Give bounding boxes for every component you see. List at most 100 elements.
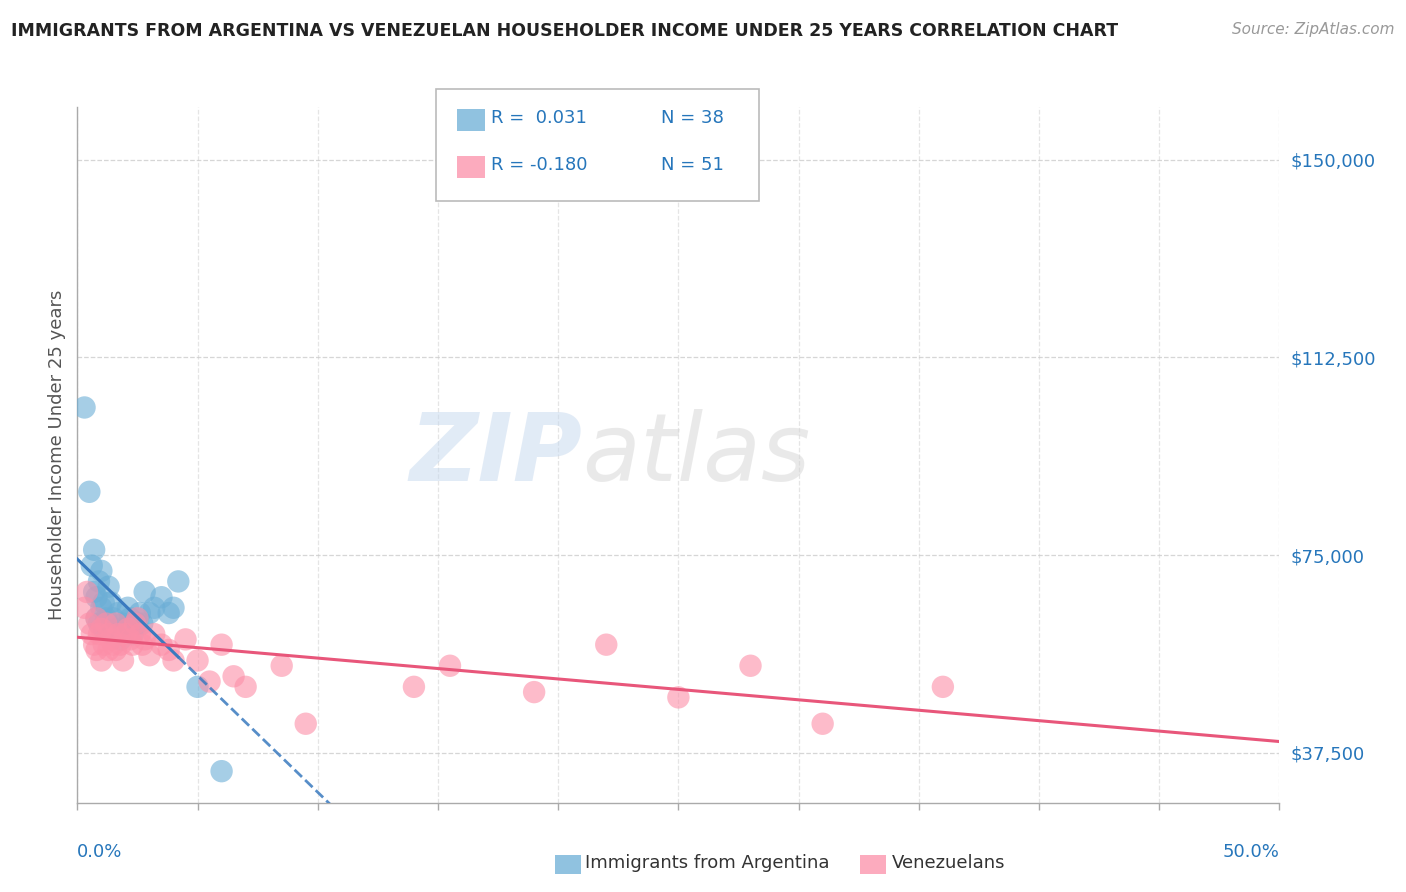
Point	[740, 658, 762, 673]
Point	[103, 638, 125, 652]
Text: Venezuelans: Venezuelans	[891, 855, 1005, 872]
Point	[211, 764, 233, 779]
Point	[110, 632, 132, 647]
Point	[131, 638, 153, 652]
Point	[97, 580, 120, 594]
Point	[111, 616, 134, 631]
Point	[107, 606, 129, 620]
Text: Immigrants from Argentina: Immigrants from Argentina	[585, 855, 830, 872]
Point	[138, 648, 160, 663]
Point	[90, 622, 112, 636]
Point	[73, 401, 96, 415]
Point	[120, 611, 142, 625]
Point	[86, 611, 108, 625]
Point	[100, 595, 122, 609]
Point	[134, 632, 156, 647]
Point	[87, 616, 110, 631]
Point	[79, 616, 101, 631]
Point	[167, 574, 190, 589]
Point	[128, 606, 150, 620]
Point	[104, 643, 127, 657]
Point	[87, 574, 110, 589]
Point	[86, 591, 108, 605]
Point	[198, 674, 221, 689]
Point	[162, 653, 184, 667]
Text: N = 38: N = 38	[661, 109, 724, 127]
Point	[83, 542, 105, 557]
Point	[439, 658, 461, 673]
Point	[87, 627, 110, 641]
Point	[97, 627, 120, 641]
Point	[114, 622, 136, 636]
Point	[96, 611, 118, 625]
Point	[124, 616, 146, 631]
Text: atlas: atlas	[582, 409, 810, 500]
Point	[97, 643, 120, 657]
Text: 0.0%: 0.0%	[77, 843, 122, 861]
Point	[270, 658, 292, 673]
Point	[127, 611, 149, 625]
Point	[174, 632, 197, 647]
Point	[80, 558, 103, 573]
Point	[131, 616, 153, 631]
Point	[86, 611, 108, 625]
Text: IMMIGRANTS FROM ARGENTINA VS VENEZUELAN HOUSEHOLDER INCOME UNDER 25 YEARS CORREL: IMMIGRANTS FROM ARGENTINA VS VENEZUELAN …	[11, 22, 1118, 40]
Point	[111, 653, 134, 667]
Point	[150, 638, 173, 652]
Point	[157, 606, 180, 620]
Point	[402, 680, 425, 694]
Point	[523, 685, 546, 699]
Point	[103, 611, 125, 625]
Point	[96, 616, 118, 631]
Point	[79, 484, 101, 499]
Point	[235, 680, 257, 694]
Point	[110, 638, 132, 652]
Point	[211, 638, 233, 652]
Text: R =  0.031: R = 0.031	[491, 109, 586, 127]
Point	[83, 585, 105, 599]
Point	[93, 595, 115, 609]
Point	[143, 600, 166, 615]
Y-axis label: Householder Income Under 25 years: Householder Income Under 25 years	[48, 290, 66, 620]
Point	[100, 632, 122, 647]
Point	[104, 616, 127, 631]
Point	[117, 600, 139, 615]
Text: R = -0.180: R = -0.180	[491, 156, 588, 174]
Point	[93, 638, 115, 652]
Point	[134, 585, 156, 599]
Point	[104, 622, 127, 636]
Point	[121, 627, 143, 641]
Point	[83, 638, 105, 652]
Point	[90, 564, 112, 578]
Point	[90, 653, 112, 667]
Point	[222, 669, 245, 683]
Text: Source: ZipAtlas.com: Source: ZipAtlas.com	[1232, 22, 1395, 37]
Text: N = 51: N = 51	[661, 156, 724, 174]
Point	[162, 600, 184, 615]
Point	[80, 627, 103, 641]
Point	[157, 643, 180, 657]
Point	[811, 716, 834, 731]
Point	[73, 600, 96, 615]
Point	[150, 591, 173, 605]
Point	[76, 585, 98, 599]
Point	[121, 638, 143, 652]
Text: ZIP: ZIP	[409, 409, 582, 501]
Point	[127, 616, 149, 631]
Point	[117, 622, 139, 636]
Point	[90, 600, 112, 615]
Point	[595, 638, 617, 652]
Point	[120, 632, 142, 647]
Point	[143, 627, 166, 641]
Point	[128, 627, 150, 641]
Point	[186, 680, 209, 694]
Point	[86, 643, 108, 657]
Point	[932, 680, 955, 694]
Point	[114, 627, 136, 641]
Point	[294, 716, 316, 731]
Point	[668, 690, 690, 705]
Point	[93, 622, 115, 636]
Point	[107, 627, 129, 641]
Point	[186, 653, 209, 667]
Point	[138, 606, 160, 620]
